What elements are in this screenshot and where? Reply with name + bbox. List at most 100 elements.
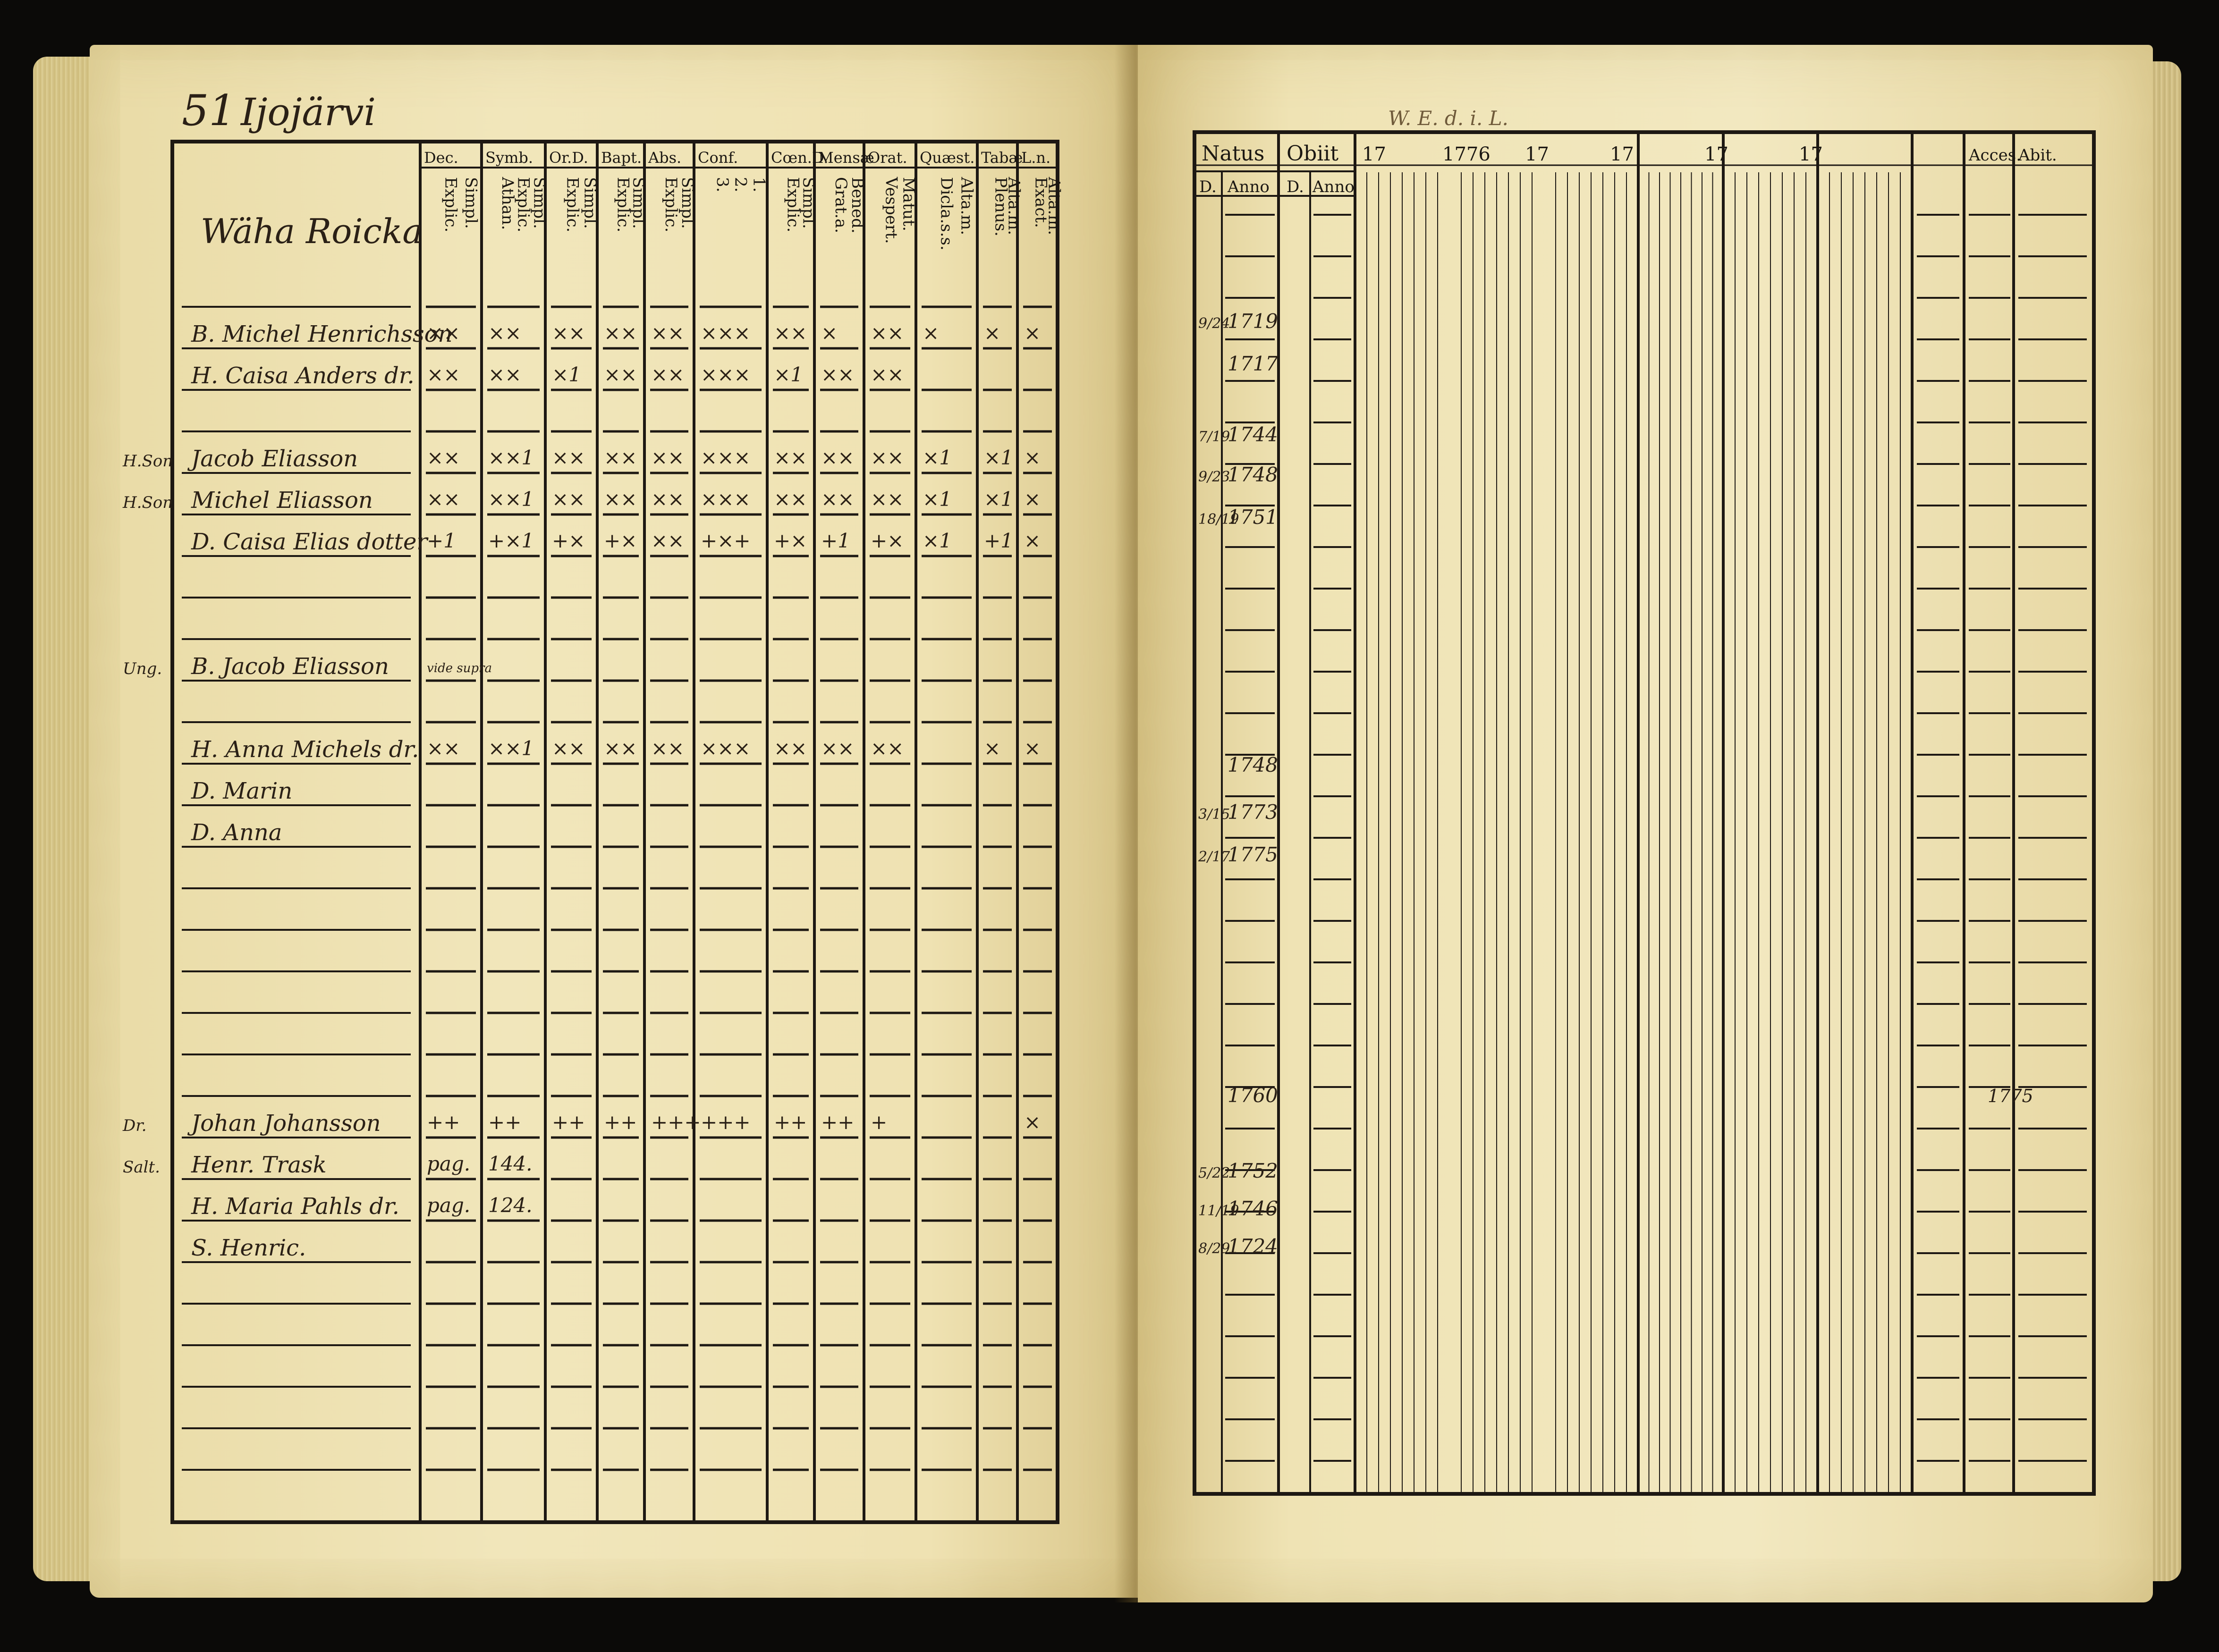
entry-mark: ×× [821, 488, 854, 511]
column-header-sub: Alta.m. [1045, 177, 1064, 235]
column-header-top: Orat. [868, 149, 907, 167]
entry-mark: ++ [488, 1111, 521, 1134]
column-header-sub: Alta.m. [1005, 177, 1024, 235]
entry-mark: 124. [488, 1194, 533, 1217]
entry-mark: × [984, 737, 1000, 760]
entry-mark: × [1024, 446, 1041, 469]
entry-mark: +×1 [488, 529, 534, 552]
entry-name: D. Marin [191, 778, 292, 804]
birth-year: 1760 [1228, 1084, 1278, 1107]
entry-mark: ×× [427, 488, 460, 511]
entry-prefix: Ung. [123, 659, 162, 678]
left-page: 51 Ijojärvi Wäha Roicka Dec. Explic. Simpl… [90, 45, 1138, 1598]
entry-name: Henr. Trask [191, 1152, 327, 1178]
entry-mark: ××× [701, 446, 751, 469]
birth-day: 8/29 [1198, 1240, 1230, 1257]
entry-mark: ++ [552, 1111, 585, 1134]
entry-mark: ×× [427, 363, 460, 386]
entry-name: H. Maria Pahls dr. [191, 1193, 399, 1220]
entry-mark: ++ [821, 1111, 854, 1134]
column-header-sub: Simpl. [580, 177, 599, 229]
entry-name: Johan Johansson [187, 1110, 381, 1137]
entry-name: D. Anna [191, 819, 282, 846]
entry-mark: +×+ [701, 529, 751, 552]
entry-mark: ++ [774, 1111, 807, 1134]
birth-year: 1751 [1228, 506, 1278, 529]
entry-mark: ×× [871, 737, 904, 760]
entry-mark: ×× [604, 488, 637, 511]
column-header-sub: 3. [713, 177, 732, 192]
birth-year: 1744 [1228, 423, 1278, 446]
entry-mark: ×× [604, 363, 637, 386]
birth-day: 18/19 [1198, 511, 1239, 528]
birth-day: 3/15 [1198, 806, 1230, 823]
entry-name: H. Anna Michels dr. [191, 736, 419, 763]
entry-mark: ××× [701, 488, 751, 511]
place-name: Ijojärvi [240, 90, 376, 134]
natus-anno-label: Anno [1227, 177, 1270, 196]
entry-mark: ×× [651, 321, 684, 345]
top-annotation: W. E. d. i. L. [1388, 107, 1508, 130]
column-header-top: Tabæ [981, 149, 1023, 167]
year-headers: 17 1776 17 17 17 17 [1362, 143, 1823, 165]
entry-mark: × [1024, 737, 1041, 760]
column-header-top: Bapt. [601, 149, 642, 167]
column-header-sub: Simpl. [678, 177, 697, 229]
entry-mark: +1 [821, 529, 850, 552]
entry-mark: ×× [651, 446, 684, 469]
column-header-sub: Athan. [498, 177, 517, 230]
entry-prefix: H.Son [122, 452, 173, 471]
entry-mark: ×× [552, 321, 585, 345]
column-header-sub: Explic. [563, 177, 582, 232]
entry-mark: pag. [427, 1152, 470, 1175]
entry-mark: ×× [488, 321, 521, 345]
column-header-sub: Grat.a. [831, 177, 850, 233]
birth-day: 5/22 [1198, 1165, 1230, 1181]
entry-mark: ×× [552, 488, 585, 511]
entry-mark: ××1 [488, 446, 534, 469]
entry-name: Jacob Eliasson [187, 446, 358, 472]
entry-mark: +× [871, 529, 904, 552]
birth-day: 9/23 [1198, 469, 1230, 485]
birth-day: 7/19 [1198, 429, 1230, 445]
birth-year: 1746 [1228, 1197, 1278, 1220]
entry-mark: ×× [871, 446, 904, 469]
entry-mark: ×× [871, 363, 904, 386]
entry-mark: × [1024, 1111, 1041, 1134]
entry-mark: ×× [774, 446, 807, 469]
year-header: 17 [1362, 143, 1386, 165]
right-table-border [1193, 130, 2096, 1496]
entry-mark: ××1 [488, 488, 534, 511]
entry-mark: × [1024, 488, 1041, 511]
right-grid-lines [1193, 130, 2096, 1496]
left-register-table: 51 Ijojärvi Wäha Roicka Dec.Explic. Simpl… [122, 86, 1064, 1524]
entry-mark: × [1024, 321, 1041, 345]
entry-prefix: Salt. [123, 1158, 160, 1177]
column-header-top: Symb. [485, 149, 533, 167]
column-header-sub: Explic. [514, 177, 533, 232]
entry-mark: +× [774, 529, 807, 552]
entry-mark: ×× [604, 737, 637, 760]
column-header-sub: Explic. [613, 177, 632, 232]
column-header-top: Conf. [698, 149, 738, 167]
year-header: 17 [1610, 143, 1634, 165]
entry-mark: ×× [774, 321, 807, 345]
entry-mark: ××× [701, 363, 751, 386]
column-header-top: Cœn.D. [771, 149, 829, 167]
register-entries: B. Michel Henrichsson×× ×× ×× ×× ×× ××× ×× × ×× ×… [122, 321, 1041, 1261]
entry-mark: ×× [427, 737, 460, 760]
left-grid-lines [170, 140, 1059, 1524]
birth-year: 1724 [1228, 1235, 1278, 1258]
entry-mark: ×× [427, 321, 460, 345]
entry-mark: ×× [552, 737, 585, 760]
entry-name: H. Caisa Anders dr. [191, 362, 415, 389]
year-header: 17 [1525, 143, 1549, 165]
birth-day: 9/24 [1198, 315, 1230, 332]
birth-day: 2/17 [1198, 849, 1230, 865]
column-header-top: Dec. [424, 149, 458, 167]
entry-mark: × [821, 321, 838, 345]
entry-mark: ×1 [552, 363, 581, 386]
entry-mark: ×1 [923, 446, 952, 469]
entry-mark: ××1 [488, 737, 534, 760]
